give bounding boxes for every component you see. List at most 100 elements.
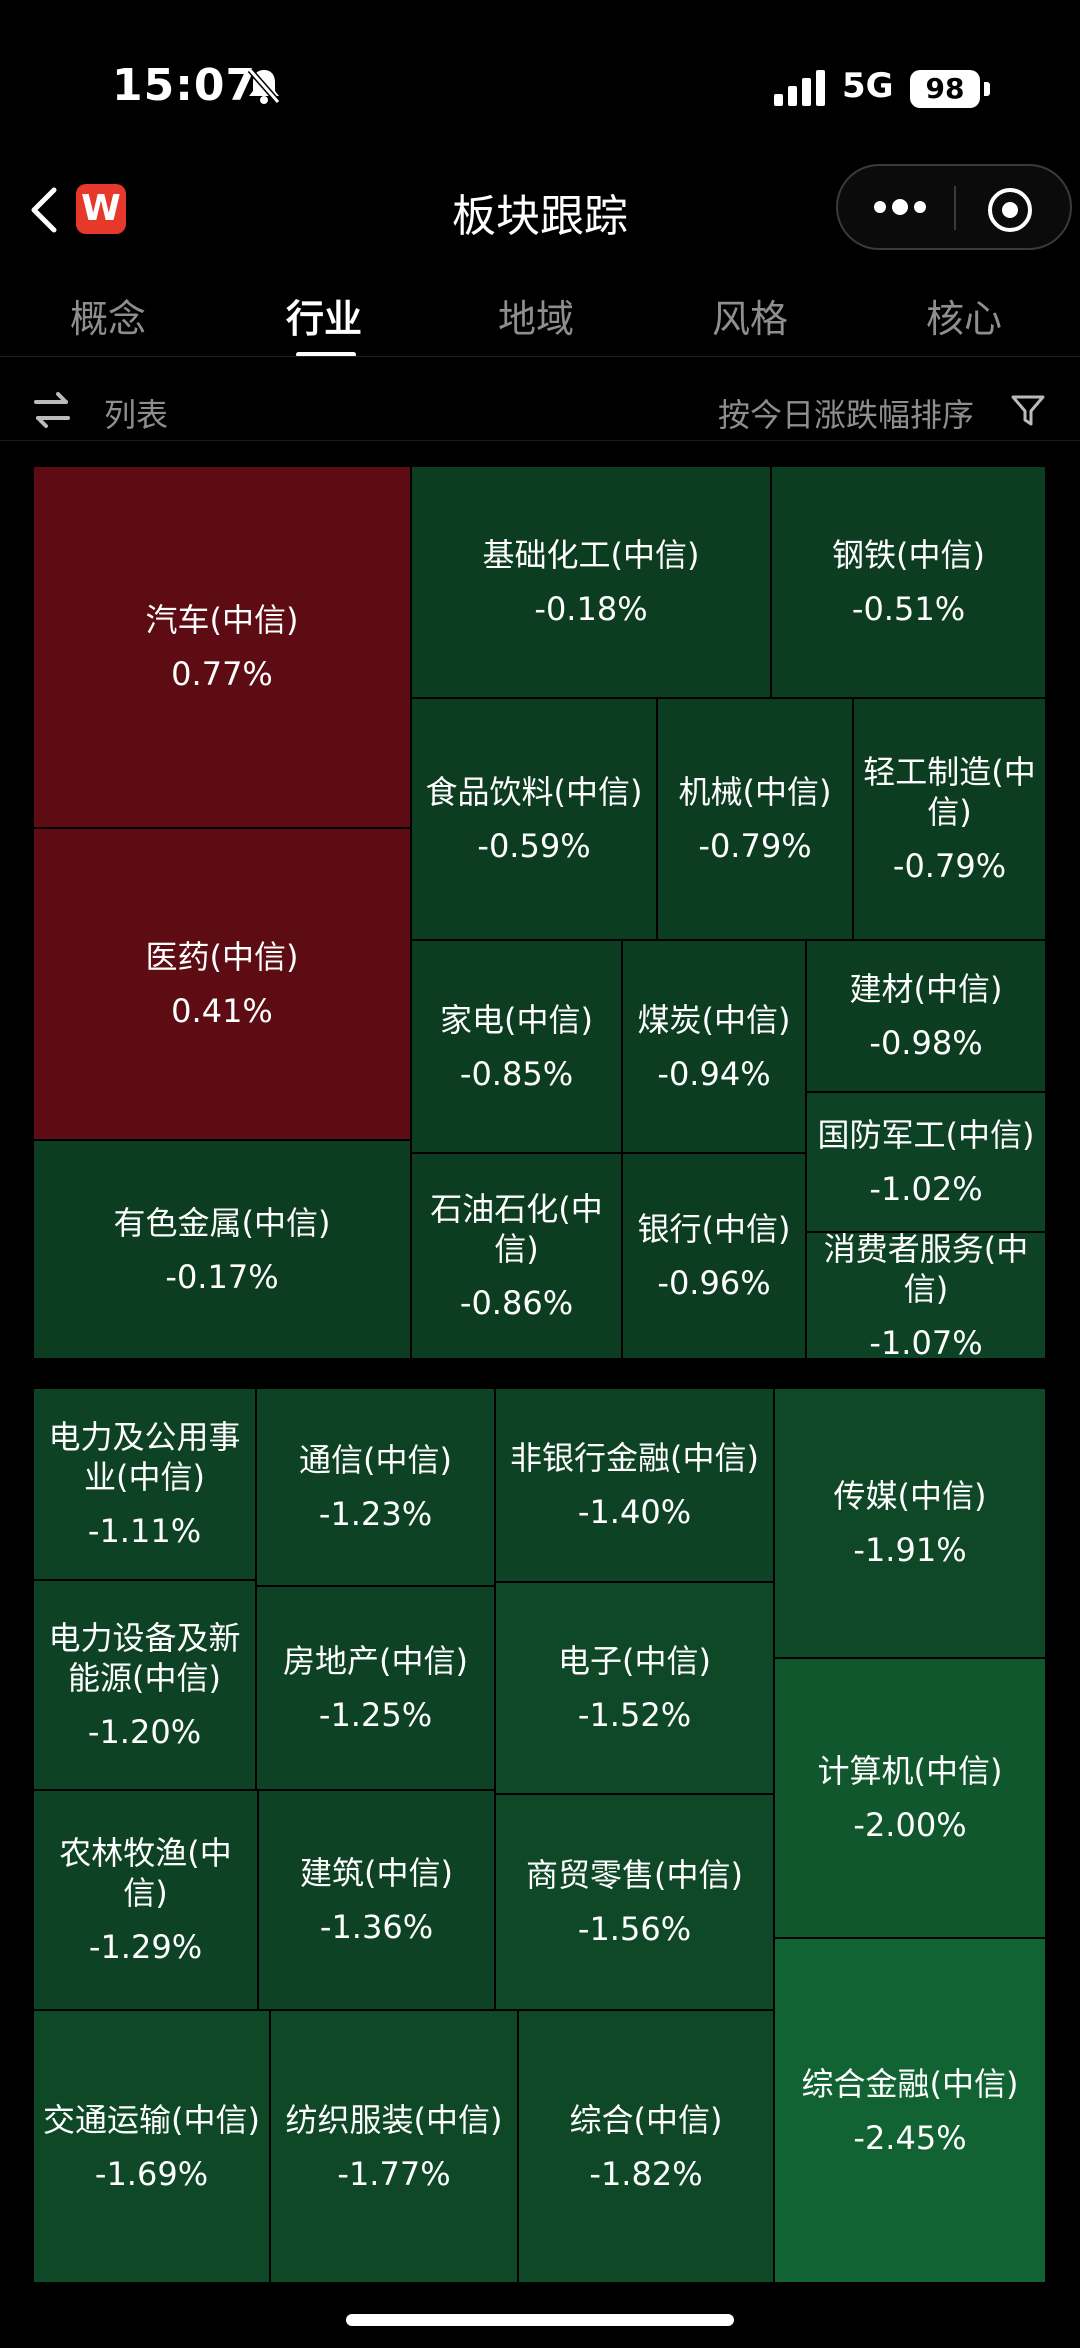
sector-tile[interactable]: 食品饮料(中信) -0.59% — [411, 698, 657, 940]
sector-change: -0.96% — [657, 1264, 771, 1302]
sector-tile[interactable]: 非银行金融(中信) -1.40% — [495, 1388, 774, 1582]
sector-change: -1.11% — [87, 1512, 202, 1550]
sector-name: 电子(中信) — [558, 1642, 711, 1680]
sector-tile[interactable]: 建材(中信) -0.98% — [806, 940, 1046, 1092]
sector-name: 计算机(中信) — [817, 1752, 1003, 1790]
bell-off-icon — [247, 68, 281, 104]
filter-icon[interactable] — [1010, 392, 1046, 428]
miniprogram-capsule — [836, 164, 1072, 250]
sector-change: -0.51% — [851, 590, 966, 628]
sector-tile[interactable]: 电子(中信) -1.52% — [495, 1582, 774, 1794]
sector-tile[interactable]: 银行(中信) -0.96% — [622, 1153, 806, 1359]
list-view-toggle[interactable]: 列表 — [104, 396, 169, 434]
sector-tile[interactable]: 医药(中信) 0.41% — [33, 828, 411, 1140]
sector-name: 银行(中信) — [637, 1210, 791, 1248]
sector-tile[interactable]: 有色金属(中信) -0.17% — [33, 1140, 411, 1359]
sector-tile[interactable]: 农林牧渔(中信) -1.29% — [33, 1790, 258, 2010]
sector-tile[interactable]: 房地产(中信) -1.25% — [256, 1586, 495, 1790]
sector-change: -1.25% — [318, 1696, 433, 1734]
page-title: 板块跟踪 — [452, 191, 628, 242]
sector-tile[interactable]: 煤炭(中信) -0.94% — [622, 940, 806, 1153]
sector-tile[interactable]: 电力设备及新能源(中信) -1.20% — [33, 1580, 256, 1790]
sector-name: 建筑(中信) — [300, 1854, 453, 1892]
sector-change: -0.59% — [477, 827, 591, 865]
category-tabs: 概念 行业 地域 风格 核心 — [0, 270, 1080, 360]
sector-change: -0.98% — [869, 1024, 983, 1062]
sector-name: 农林牧渔(中信) — [59, 1834, 232, 1912]
sector-change: -0.94% — [657, 1054, 771, 1093]
sector-tile[interactable]: 电力及公用事业(中信) -1.11% — [33, 1388, 256, 1580]
sector-tile[interactable]: 交通运输(中信) -1.69% — [33, 2010, 270, 2283]
sector-name: 钢铁(中信) — [832, 536, 985, 574]
sector-name: 汽车(中信) — [145, 601, 299, 639]
sector-tile[interactable]: 石油石化(中信) -0.86% — [411, 1153, 622, 1359]
sector-tile[interactable]: 计算机(中信) -2.00% — [774, 1658, 1046, 1938]
sector-tile[interactable]: 传媒(中信) -1.91% — [774, 1388, 1046, 1658]
sector-tile[interactable]: 消费者服务(中信) -1.07% — [806, 1232, 1046, 1359]
more-icon[interactable] — [872, 196, 928, 218]
sector-change: 0.41% — [171, 992, 273, 1030]
sector-name: 房地产(中信) — [283, 1642, 468, 1680]
tab-style[interactable]: 风格 — [712, 297, 789, 341]
toolbar: 列表 按今日涨跌幅排序 — [0, 370, 1080, 440]
active-tab-indicator — [296, 352, 356, 357]
tabs-divider — [0, 356, 1080, 357]
sector-change: -1.52% — [577, 1696, 692, 1734]
sector-name: 商贸零售(中信) — [526, 1856, 743, 1894]
sector-name: 纺织服装(中信) — [285, 2100, 503, 2139]
sector-change: -1.29% — [88, 1928, 203, 1966]
sector-tile[interactable]: 纺织服装(中信) -1.77% — [270, 2010, 518, 2283]
sector-tile[interactable]: 建筑(中信) -1.36% — [258, 1790, 495, 2010]
sector-name: 电力设备及新能源(中信) — [48, 1619, 241, 1697]
sector-tile[interactable]: 轻工制造(中信) -0.79% — [853, 698, 1046, 940]
sector-name: 煤炭(中信) — [637, 1000, 791, 1039]
toolbar-divider — [0, 440, 1080, 441]
sector-change: -0.79% — [892, 847, 1007, 885]
sector-tile[interactable]: 汽车(中信) 0.77% — [33, 466, 411, 828]
sector-change: -2.45% — [853, 2118, 967, 2157]
home-indicator — [346, 2314, 734, 2326]
sector-name: 医药(中信) — [145, 938, 299, 976]
app-logo-icon: W — [76, 184, 126, 234]
tab-industry[interactable]: 行业 — [286, 297, 363, 341]
sector-tile[interactable]: 钢铁(中信) -0.51% — [771, 466, 1046, 698]
sector-change: -1.77% — [337, 2154, 451, 2193]
back-icon[interactable] — [24, 180, 64, 240]
sector-tile[interactable]: 通信(中信) -1.23% — [256, 1388, 495, 1586]
battery-tip — [984, 82, 990, 96]
sector-tile[interactable]: 机械(中信) -0.79% — [657, 698, 853, 940]
sector-tile[interactable]: 商贸零售(中信) -1.56% — [495, 1794, 774, 2010]
sector-name: 交通运输(中信) — [43, 2100, 260, 2139]
sector-name: 机械(中信) — [678, 773, 832, 811]
sector-tile[interactable]: 家电(中信) -0.85% — [411, 940, 622, 1153]
close-miniprogram-icon[interactable] — [986, 186, 1034, 234]
sector-name: 传媒(中信) — [833, 1477, 987, 1515]
sort-option[interactable]: 按今日涨跌幅排序 — [717, 396, 974, 434]
sector-change: -0.86% — [459, 1284, 574, 1322]
sector-tile[interactable]: 综合(中信) -1.82% — [518, 2010, 774, 2283]
sector-change: -1.07% — [869, 1323, 983, 1359]
sector-tile[interactable]: 综合金融(中信) -2.45% — [774, 1938, 1046, 2283]
tab-region[interactable]: 地域 — [498, 297, 575, 341]
switch-view-icon[interactable] — [32, 390, 72, 430]
sector-change: -1.56% — [577, 1910, 692, 1948]
sector-change: -0.17% — [165, 1257, 279, 1296]
sector-change: -0.85% — [459, 1054, 574, 1093]
sector-name: 有色金属(中信) — [113, 1203, 331, 1242]
sector-name: 家电(中信) — [440, 1000, 593, 1039]
sector-change: -0.18% — [534, 590, 648, 628]
sector-name: 电力及公用事业(中信) — [48, 1418, 241, 1496]
sector-change: -1.40% — [577, 1493, 692, 1531]
sector-tile[interactable]: 基础化工(中信) -0.18% — [411, 466, 771, 698]
status-bar: 15:07 5G 98 — [0, 0, 1080, 160]
sector-name: 基础化工(中信) — [482, 536, 700, 574]
sector-name: 石油石化(中信) — [430, 1190, 603, 1268]
tab-core[interactable]: 核心 — [926, 297, 1003, 341]
network-type: 5G — [842, 66, 894, 106]
sector-tile[interactable]: 国防军工(中信) -1.02% — [806, 1092, 1046, 1232]
tab-concept[interactable]: 概念 — [70, 297, 147, 341]
capsule-divider — [954, 186, 956, 230]
signal-icon — [774, 70, 825, 106]
sector-change: -1.69% — [94, 2154, 209, 2193]
status-time: 15:07 — [112, 60, 258, 111]
